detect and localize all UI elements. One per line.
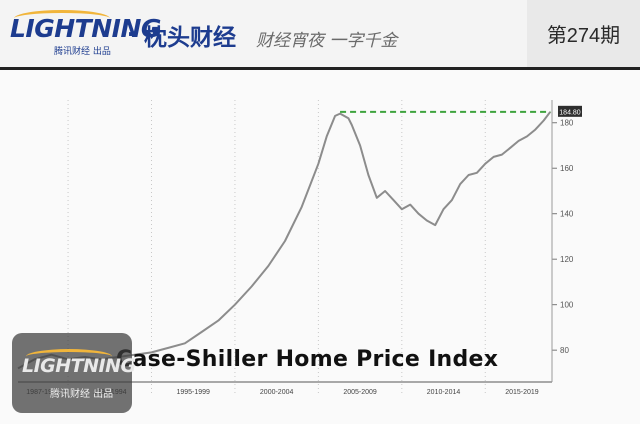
latest-value-label: 184.80 bbox=[559, 109, 581, 116]
chart-title: Case-Shiller Home Price Index bbox=[116, 347, 499, 372]
issue-number: 第274期 bbox=[527, 0, 640, 67]
latest-value-box bbox=[558, 105, 582, 117]
brand-subtitle: 腾讯财经 出品 bbox=[54, 47, 111, 57]
watermark-logo: LIGHTNING 腾讯财经 出品 bbox=[12, 333, 136, 413]
brand-name-chinese: 枕头财经 bbox=[144, 25, 236, 51]
y-tick-label: 100 bbox=[560, 301, 574, 310]
brand-logo-block: LIGHTNING 腾讯财经 出品 bbox=[10, 10, 161, 58]
watermark-swoosh-icon bbox=[26, 349, 112, 364]
y-tick-label: 140 bbox=[560, 210, 574, 219]
brand-logo-text: LIGHTNING bbox=[10, 14, 161, 43]
chart-series: 184.80 bbox=[17, 105, 582, 370]
x-tick-label: 2005-2009 bbox=[343, 389, 377, 396]
y-tick-label: 120 bbox=[560, 255, 574, 264]
header-bar: LIGHTNING 腾讯财经 出品 · 枕头财经 财经宵夜 一字千金 第274期 bbox=[0, 0, 640, 70]
y-tick-label: 180 bbox=[560, 119, 574, 128]
brand-separator-dot: · bbox=[127, 22, 135, 46]
y-tick-label: 80 bbox=[560, 346, 569, 355]
x-tick-label: 2000-2004 bbox=[260, 389, 294, 396]
watermark-logo-text: LIGHTNING bbox=[22, 355, 136, 377]
brand-swoosh-icon bbox=[14, 10, 110, 27]
x-tick-label: 2010-2014 bbox=[427, 389, 461, 396]
x-tick-label: 2015-2019 bbox=[505, 389, 539, 396]
y-tick-label: 160 bbox=[560, 164, 574, 173]
watermark-subtitle: 腾讯财经 出品 bbox=[50, 389, 114, 400]
x-tick-label: 1995-1999 bbox=[176, 389, 210, 396]
header-slogan: 财经宵夜 一字千金 bbox=[256, 31, 398, 51]
series-line bbox=[17, 111, 552, 370]
chart-grid bbox=[67, 100, 486, 396]
